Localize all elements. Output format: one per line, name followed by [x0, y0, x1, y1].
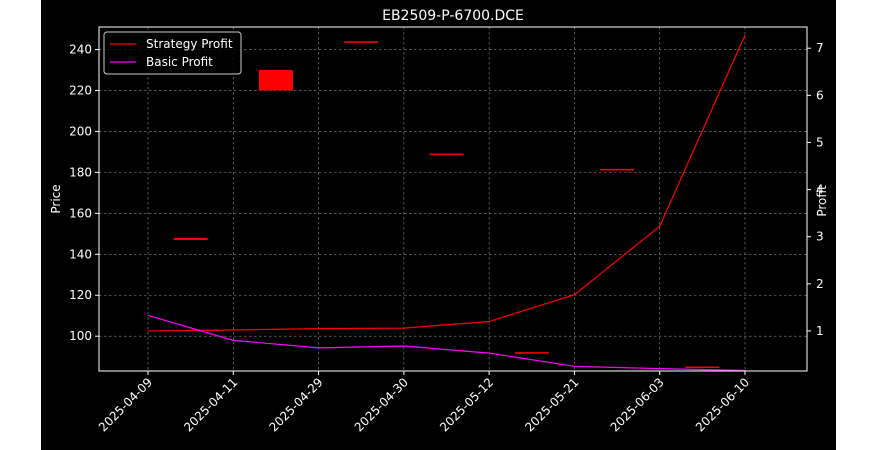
price-candle — [173, 237, 208, 240]
y2-tick-label: 4 — [816, 183, 824, 197]
y-tick-label: 120 — [69, 288, 92, 302]
y2-tick-label: 7 — [816, 41, 824, 55]
left-axis: 100 120 140 160 180 200 220 240 — [69, 43, 99, 343]
y2-tick-label: 6 — [816, 88, 824, 102]
price-candle — [429, 153, 464, 156]
y2-tick-label: 1 — [816, 324, 824, 338]
price-candle — [600, 168, 635, 171]
y-tick-label: 180 — [69, 165, 92, 179]
series-lines — [147, 34, 746, 372]
strategy-profit-line — [147, 34, 746, 332]
candles — [173, 41, 720, 368]
price-candle — [344, 41, 379, 43]
legend: Strategy Profit Basic Profit — [103, 31, 242, 75]
price-candle — [514, 352, 549, 354]
y-tick-label: 200 — [69, 124, 92, 138]
price-candle — [685, 366, 720, 368]
plot-frame — [98, 26, 808, 372]
figure-background — [41, 0, 836, 450]
legend-label-strategy: Strategy Profit — [146, 37, 233, 51]
y2-tick-label: 5 — [816, 135, 824, 149]
legend-label-basic: Basic Profit — [146, 55, 213, 69]
y2-tick-label: 2 — [816, 277, 824, 291]
legend-box — [103, 31, 242, 75]
y-axis-label: Price — [49, 184, 63, 213]
y-tick-label: 140 — [69, 247, 92, 261]
y2-axis-label: Profit — [815, 185, 829, 217]
y2-tick-label: 3 — [816, 230, 824, 244]
y-tick-label: 240 — [69, 43, 92, 57]
price-candle — [258, 70, 293, 91]
basic-profit-line — [147, 314, 746, 372]
y-tick-label: 220 — [69, 83, 92, 97]
y-tick-label: 100 — [69, 329, 92, 343]
right-axis: 1 2 3 4 5 6 7 — [807, 41, 824, 338]
grid — [99, 27, 807, 371]
y-tick-label: 160 — [69, 206, 92, 220]
chart-title: EB2509-P-6700.DCE — [382, 8, 524, 24]
